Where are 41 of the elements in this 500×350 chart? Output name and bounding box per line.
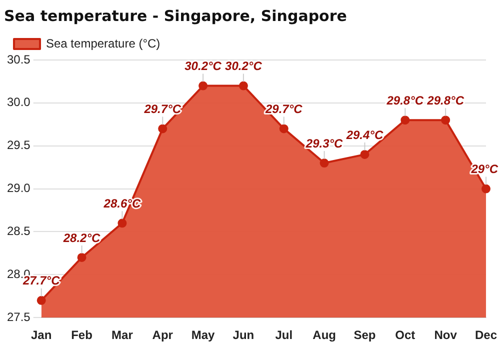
point [36,296,46,305]
data-label: 30.2°C [184,59,222,74]
y-tick-label: 28.5 [6,224,31,238]
data-label: 28.2°C [62,230,101,245]
chart-title: Sea temperature - Singapore, Singapore [4,6,347,25]
x-tick-label: Dec [474,328,498,342]
data-label: 29.4°C [345,128,384,142]
y-tick-label: 30.5 [6,52,31,66]
point [400,116,410,125]
y-tick-label: 29.5 [6,138,31,152]
x-tick-label: Aug [312,328,336,342]
x-tick-label: Oct [395,328,416,342]
point [320,158,329,168]
legend-label: Sea temperature (°C) [46,36,160,50]
data-label: 29.3°C [304,136,344,150]
point [77,252,86,262]
x-tick-label: Nov [434,328,458,342]
x-tick-label: Jan [31,328,52,342]
point [441,116,450,125]
point [118,218,127,228]
point [198,81,208,90]
y-tick-label: 27.5 [6,310,31,324]
point [279,124,288,134]
x-tick-label: Apr [152,328,174,342]
data-label: 29.8°C [426,93,464,108]
point [238,81,248,90]
point [158,124,168,134]
x-tick-label: Feb [71,328,92,342]
data-label: 29.7°C [264,102,303,116]
data-label: 30.2°C [225,59,262,74]
data-label: 29.7°C [143,102,182,116]
x-tick-label: Mar [112,328,134,342]
point [360,150,370,159]
x-tick-label: Jul [275,328,293,342]
y-tick-label: 30.0 [6,95,31,110]
data-label: 29.8°C [386,93,424,108]
point [481,184,490,194]
y-tick-label: 29.0 [6,181,31,196]
x-tick-label: Jun [232,328,254,342]
x-tick-label: Sep [354,328,376,342]
x-tick-label: May [191,328,216,342]
